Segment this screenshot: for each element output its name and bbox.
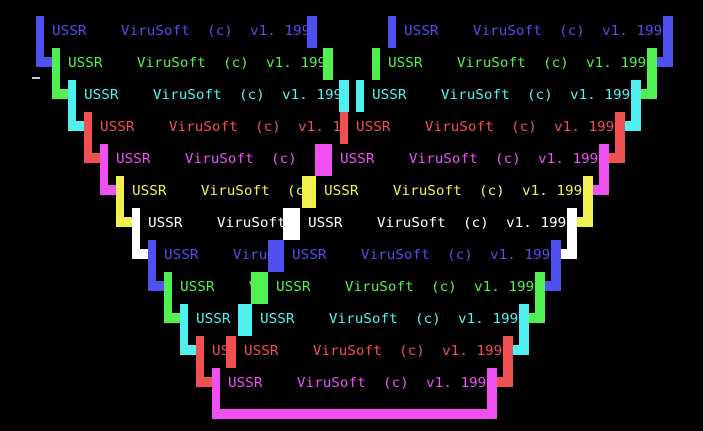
banner-text-right-12: USSR ViruSoft (c) v1. 1990 [220,368,487,396]
banner-text-left-3: USSR ViruSoft (c) v1. 1990 [76,80,339,108]
banner-label: USSR ViruSoft (c) v1. 1990 [340,152,599,167]
banner-label: USSR ViruSoft (c) v1. 1990 [52,24,307,39]
banner-label: USSR ViruSoft (c) v1. 1990 [132,184,302,199]
banner-text-left-4: USSR ViruSoft (c) v1. 1990 [92,112,340,140]
banner-label: USSR ViruSoft (c) v1. 1990 [356,120,615,135]
banner-text-left-8: USSR ViruSoft (c) v1. 1990 [156,240,268,268]
banner-text-left-1: USSR ViruSoft (c) v1. 1990 [44,16,307,44]
banner-label: USSR ViruSoft (c) v1. 1990 [372,88,631,103]
banner-label: USSR ViruSoft (c) v1. 1990 [228,376,487,391]
banner-label: USSR ViruSoft (c) v1. 1990 [324,184,583,199]
banner-label: USSR ViruSoft (c) v1. 1990 [196,312,231,327]
banner-label: USSR ViruSoft (c) v1. 1990 [84,88,339,103]
banner-text-right-10: USSR ViruSoft (c) v1. 1990 [252,304,519,332]
banner-label: USSR ViruSoft (c) v1. 1990 [292,248,551,263]
banner-text-right-2: USSR ViruSoft (c) v1. 1990 [380,48,647,76]
banner-text-right-5: USSR ViruSoft (c) v1. 1990 [332,144,599,172]
text-cursor [32,77,40,79]
banner-text-left-7: USSR ViruSoft (c) v1. 1990 [140,208,283,236]
banner-label: USSR ViruSoft (c) v1. 1990 [164,248,268,263]
banner-text-right-11: USSR ViruSoft (c) v1. 1990 [236,336,503,364]
banner-label: USSR ViruSoft (c) v1. 1990 [308,216,567,231]
banner-label: USSR ViruSoft (c) v1. 1990 [276,280,535,295]
banner-label: USSR ViruSoft (c) v1. 1990 [244,344,503,359]
banner-label: USSR ViruSoft (c) v1. 1990 [68,56,323,71]
banner-text-left-10: USSR ViruSoft (c) v1. 1990 [188,304,238,332]
banner-text-left-5: USSR ViruSoft (c) v1. 1990 [108,144,315,172]
banner-label: USSR ViruSoft (c) v1. 1990 [388,56,647,71]
banner-label: USSR ViruSoft (c) v1. 1990 [260,312,519,327]
banner-text-right-3: USSR ViruSoft (c) v1. 1990 [364,80,631,108]
banner-text-left-9: USSR ViruSoft (c) v1. 1990 [172,272,251,300]
banner-text-left-2: USSR ViruSoft (c) v1. 1990 [60,48,323,76]
banner-text-left-6: USSR ViruSoft (c) v1. 1990 [124,176,302,204]
banner-label: USSR ViruSoft (c) v1. 1990 [148,216,283,231]
banner-text-right-6: USSR ViruSoft (c) v1. 1990 [316,176,583,204]
banner-text-right-8: USSR ViruSoft (c) v1. 1990 [284,240,551,268]
banner-text-right-7: USSR ViruSoft (c) v1. 1990 [300,208,567,236]
banner-label: USSR ViruSoft (c) v1. 1990 [212,344,226,359]
banner-label: USSR ViruSoft (c) v1. 1990 [116,152,315,167]
banner-label: USSR ViruSoft (c) v1. 1990 [100,120,340,135]
banner-text-right-9: USSR ViruSoft (c) v1. 1990 [268,272,535,300]
banner-text-right-4: USSR ViruSoft (c) v1. 1990 [348,112,615,140]
banner-box-right-12: USSR ViruSoft (c) v1. 1990 [212,368,497,419]
banner-text-right-1: USSR ViruSoft (c) v1. 1990 [396,16,663,44]
banner-label: USSR ViruSoft (c) v1. 1990 [180,280,251,295]
banner-text-left-11: USSR ViruSoft (c) v1. 1990 [204,336,226,364]
banner-label: USSR ViruSoft (c) v1. 1990 [404,24,663,39]
